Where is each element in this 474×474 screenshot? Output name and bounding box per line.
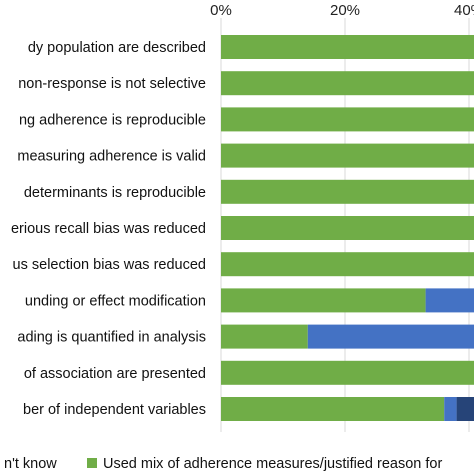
x-axis-ticks: 0% 20% 40% [210,2,474,19]
category-label: ading is quantified in analysis [17,330,206,346]
category-label: erious recall bias was reduced [11,221,206,237]
bar-segment [221,216,474,240]
bar-segment [221,324,308,349]
category-label: dy population are described [28,40,206,56]
x-tick-label: 0% [210,2,232,19]
legend-label: Used mix of adherence measures/justified… [103,456,442,472]
category-label: determinants is reproducible [24,185,206,201]
category-label: ng adherence is reproducible [19,112,206,128]
x-tick-label: 20% [330,2,360,19]
category-labels: dy population are described non-response … [11,40,206,418]
category-label: non-response is not selective [18,76,206,92]
bar-segment [221,397,445,421]
category-label: of association are presented [24,366,206,382]
category-label: unding or effect modification [25,293,206,309]
category-label: ber of independent variables [23,402,206,418]
bar-segment [444,397,457,421]
bars [221,35,474,421]
bar-segment [307,324,474,349]
bar-segment [221,360,474,385]
bar-segment [221,143,474,168]
bar-segment [221,288,426,313]
legend: n't know Used mix of adherence measures/j… [4,456,442,472]
legend-swatch [87,458,97,468]
bar-segment [221,179,474,204]
x-tick-label: 40% [454,2,474,19]
legend-label: n't know [4,456,57,472]
bar-segment [221,107,474,132]
bar-segment [425,288,474,313]
bar-segment [456,397,474,421]
bar-segment [221,35,474,59]
category-label: us selection bias was reduced [13,257,206,273]
category-label: measuring adherence is valid [17,149,206,165]
bar-segment [221,71,474,96]
bar-segment [221,252,474,277]
